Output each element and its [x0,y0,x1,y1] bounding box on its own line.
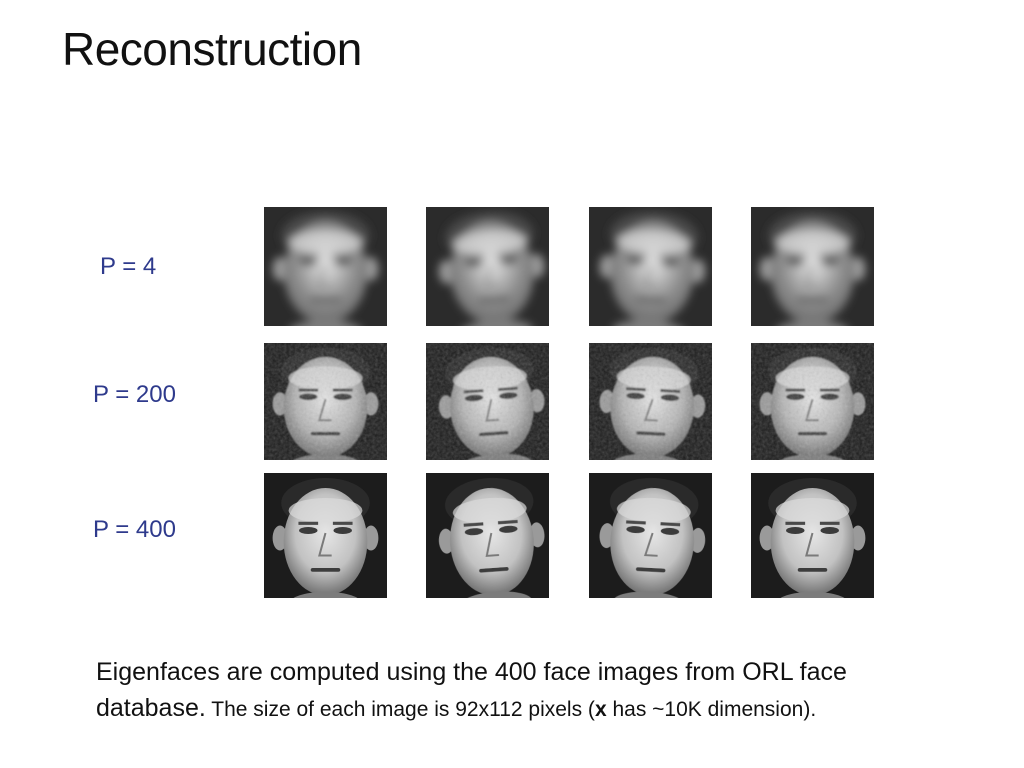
caption-main: Eigenfaces are computed using the 400 fa… [96,658,847,722]
face-image [751,343,874,460]
face-image [264,207,387,326]
slide-caption: Eigenfaces are computed using the 400 fa… [96,656,916,728]
caption-end: has ~10K dimension). [606,698,817,721]
face-image [426,473,549,598]
face-image [751,473,874,598]
row-label-p400: P = 400 [93,516,176,543]
face-image [751,207,874,326]
face-image [264,343,387,460]
face-image [426,343,549,460]
row-label-p200: P = 200 [93,381,176,408]
face-image [264,473,387,598]
face-image [589,473,712,598]
face-image [426,207,549,326]
face-image [589,207,712,326]
caption-detail: The size of each image is 92x112 pixels … [205,698,595,721]
caption-bold-x: x [594,698,607,721]
face-image [589,343,712,460]
slide-title: Reconstruction [62,23,362,75]
row-label-p4: P = 4 [100,253,157,280]
